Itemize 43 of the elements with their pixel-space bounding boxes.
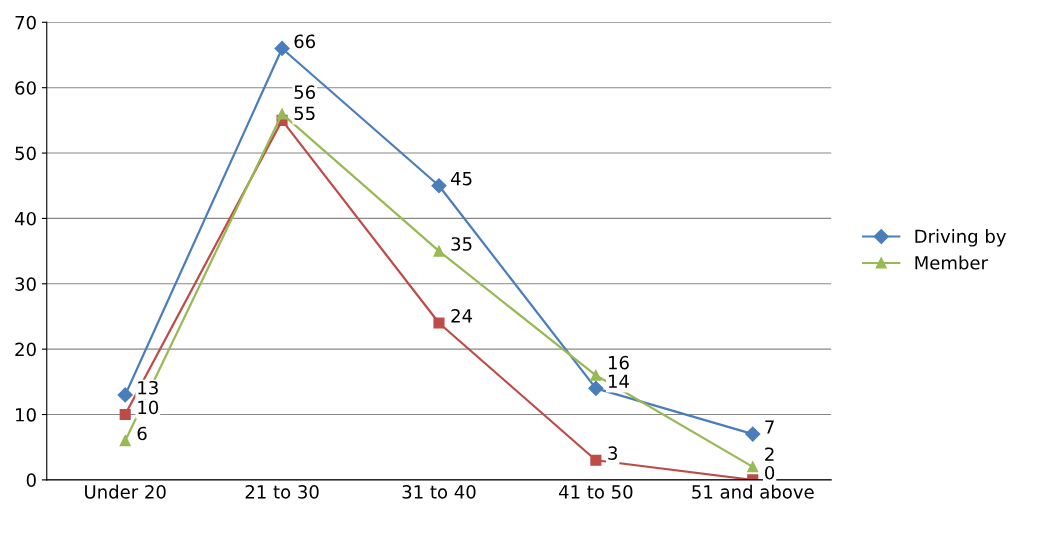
data-label: 10 xyxy=(138,400,159,415)
y-tick-label: 40 xyxy=(14,211,36,226)
legend-label: Driving by xyxy=(915,229,1006,247)
data-label: 6 xyxy=(137,426,147,441)
y-tick-label: 0 xyxy=(26,473,36,487)
x-tick-label: Under 20 xyxy=(85,484,166,499)
legend-label: Member xyxy=(915,255,988,270)
y-tick-label: 20 xyxy=(15,342,36,357)
point xyxy=(276,108,288,120)
data-label: 2 xyxy=(765,447,774,461)
data-label: 3 xyxy=(608,446,618,460)
point xyxy=(590,369,602,381)
data-label: 35 xyxy=(451,237,472,251)
data-label: 45 xyxy=(450,172,472,186)
point xyxy=(117,387,133,403)
x-tick-label: 51 and above xyxy=(692,484,814,499)
y-tick-label: 70 xyxy=(15,15,36,30)
data-label: 66 xyxy=(294,34,316,49)
y-tick-label: 60 xyxy=(15,81,36,95)
point xyxy=(590,454,602,466)
point xyxy=(745,426,761,442)
point xyxy=(588,380,604,396)
x-tick-label: 31 to 40 xyxy=(402,485,476,499)
point xyxy=(431,178,447,194)
data-label: 55 xyxy=(294,106,315,121)
x-tick-label: 41 to 50 xyxy=(558,485,633,499)
data-label: 24 xyxy=(451,309,473,323)
point xyxy=(119,408,131,421)
point xyxy=(747,461,759,473)
point xyxy=(433,245,445,257)
y-tick-label: 50 xyxy=(15,146,36,161)
data-label: 13 xyxy=(138,380,158,395)
data-label: 7 xyxy=(765,420,774,434)
data-label: 14 xyxy=(608,374,629,388)
data-label: 56 xyxy=(294,85,316,99)
x-tick-label: 21 to 30 xyxy=(245,485,319,499)
point xyxy=(119,435,131,447)
data-label: 16 xyxy=(608,355,629,370)
data-label: 0 xyxy=(765,465,775,480)
point xyxy=(433,317,445,329)
point xyxy=(274,40,290,57)
y-tick-label: 30 xyxy=(15,277,36,291)
y-tick-label: 10 xyxy=(16,407,36,422)
